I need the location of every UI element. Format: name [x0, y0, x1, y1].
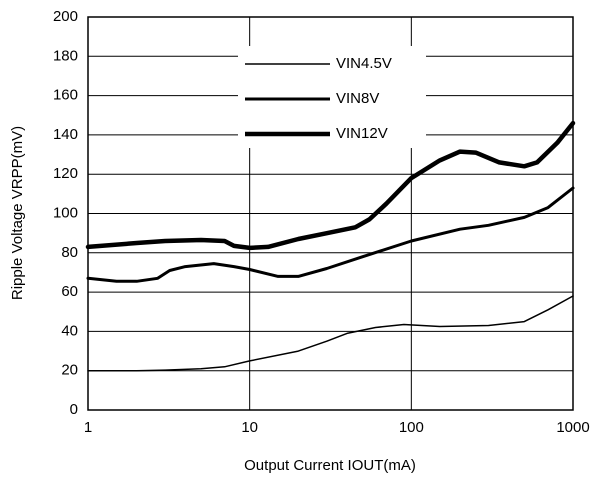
- y-tick-label: 140: [53, 126, 78, 143]
- x-tick-label: 1000: [556, 419, 589, 436]
- y-tick-label: 200: [53, 8, 78, 25]
- y-tick-label: 40: [61, 322, 78, 339]
- x-tick-label: 10: [241, 419, 258, 436]
- y-tick-label: 20: [61, 362, 78, 379]
- y-tick-label: 160: [53, 87, 78, 104]
- series-line: [86, 186, 575, 283]
- legend-label: VIN12V: [336, 125, 388, 142]
- y-tick-label: 180: [53, 47, 78, 64]
- x-tick-label: 1: [84, 419, 92, 436]
- legend-label: VIN8V: [336, 90, 379, 107]
- plot-frame: [87, 16, 574, 411]
- x-axis-label: Output Current IOUT(mA): [244, 457, 416, 474]
- y-tick-label: 80: [61, 244, 78, 261]
- legend-label: VIN4.5V: [336, 55, 392, 72]
- y-tick-label: 60: [61, 283, 78, 300]
- series-line: [87, 295, 574, 372]
- y-tick-label: 120: [53, 165, 78, 182]
- series-line: [85, 120, 576, 251]
- y-tick-label: 100: [53, 204, 78, 221]
- y-tick-label: 0: [70, 401, 78, 418]
- y-axis-label: Ripple Voltage VRPP(mV): [9, 126, 26, 300]
- x-tick-label: 100: [399, 419, 424, 436]
- legend-box: [238, 46, 426, 148]
